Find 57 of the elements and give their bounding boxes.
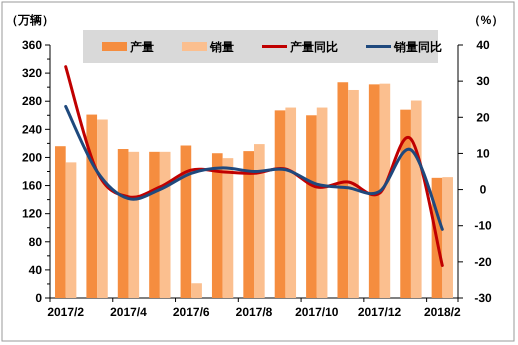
y2-tick-label: 0 bbox=[480, 182, 487, 197]
y2-tick-label: -10 bbox=[474, 218, 492, 233]
bar bbox=[316, 108, 328, 298]
x-tick-label: 2017/12 bbox=[358, 305, 402, 319]
legend-label: 销量同比 bbox=[393, 40, 442, 54]
bar bbox=[337, 82, 348, 298]
y-tick-label: 360 bbox=[22, 38, 42, 52]
bar bbox=[380, 84, 390, 298]
bar bbox=[118, 149, 128, 298]
x-tick-label: 2018/2 bbox=[424, 305, 461, 319]
bar bbox=[348, 90, 359, 298]
bar bbox=[285, 108, 296, 298]
y2-tick-label: 40 bbox=[476, 38, 490, 52]
y2-tick-label: 10 bbox=[476, 146, 490, 160]
legend-label: 产量 bbox=[129, 40, 154, 54]
bar bbox=[128, 152, 140, 298]
bar bbox=[160, 152, 171, 298]
x-tick-label: 2017/2 bbox=[47, 305, 84, 319]
bar bbox=[306, 115, 317, 298]
x-tick-label: 2017/6 bbox=[172, 305, 210, 319]
bar bbox=[243, 151, 254, 298]
x-tick-label: 2017/4 bbox=[110, 305, 148, 319]
legend-label: 销量 bbox=[209, 40, 234, 54]
y2-tick-label: 30 bbox=[476, 74, 490, 88]
x-tick-label: 2017/10 bbox=[295, 305, 339, 319]
bar bbox=[149, 152, 160, 298]
bar bbox=[410, 100, 422, 298]
bar bbox=[66, 162, 76, 298]
x-tick-label: 2017/8 bbox=[236, 305, 273, 319]
y-tick-label: 160 bbox=[22, 178, 42, 193]
y2-tick-label: 20 bbox=[476, 110, 490, 124]
y-tick-label: 0 bbox=[35, 291, 42, 305]
bar bbox=[180, 145, 192, 298]
legend-label: 产量同比 bbox=[289, 40, 338, 54]
bar bbox=[86, 114, 98, 298]
bar bbox=[254, 144, 265, 298]
bar bbox=[55, 146, 66, 298]
y-tick-label: 320 bbox=[22, 66, 42, 80]
bar bbox=[97, 119, 108, 298]
y-tick-label: 200 bbox=[22, 150, 42, 164]
y-tick-label: 280 bbox=[22, 94, 42, 108]
bar bbox=[368, 84, 380, 298]
line-series bbox=[64, 104, 444, 231]
y2-axis-title: （%） bbox=[468, 13, 504, 27]
bar bbox=[442, 177, 453, 298]
y-tick-label: 40 bbox=[28, 262, 42, 277]
bar bbox=[222, 158, 234, 298]
bar bbox=[212, 153, 223, 298]
y-tick-label: 80 bbox=[28, 234, 42, 249]
y2-tick-label: -30 bbox=[474, 291, 492, 305]
y-axis-title: （万辆） bbox=[6, 13, 54, 27]
y-tick-label: 240 bbox=[22, 122, 42, 136]
bar bbox=[400, 110, 411, 298]
bar bbox=[274, 110, 286, 298]
bar bbox=[191, 283, 202, 298]
y2-tick-label: -20 bbox=[474, 254, 492, 269]
y-tick-label: 120 bbox=[22, 206, 42, 221]
